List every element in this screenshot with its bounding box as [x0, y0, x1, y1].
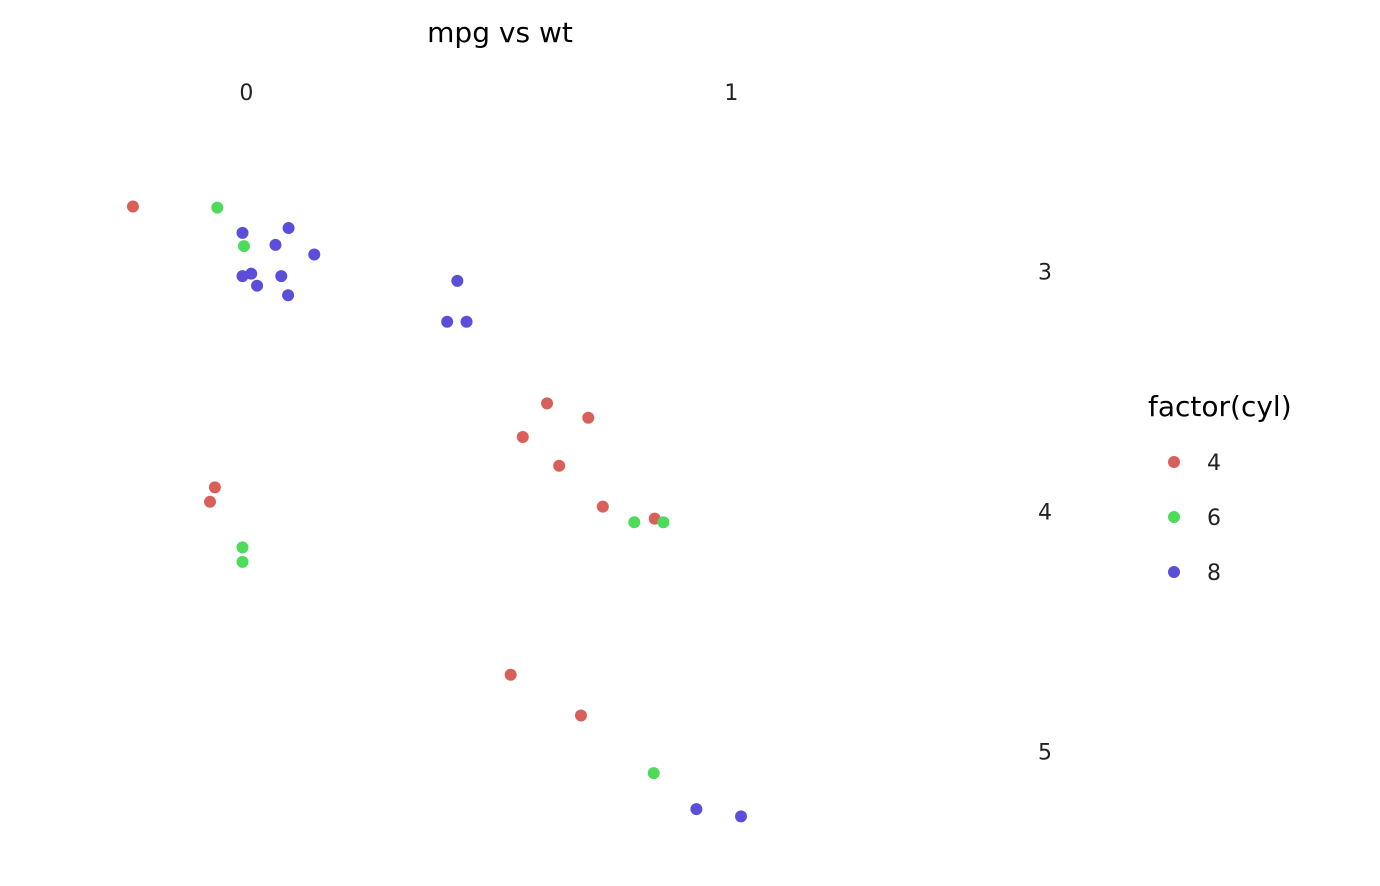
x-tick-label: 1 [724, 81, 738, 106]
data-point-cyl-8 [245, 267, 258, 280]
legend-label: 6 [1207, 506, 1221, 531]
data-point-cyl-4 [126, 200, 139, 213]
legend-title: factor(cyl) [1148, 390, 1292, 423]
y-tick-label: 5 [1038, 741, 1052, 766]
data-point-cyl-6 [236, 541, 249, 554]
y-tick-label: 3 [1038, 260, 1052, 285]
data-point-cyl-4 [553, 459, 566, 472]
data-point-cyl-8 [690, 803, 703, 816]
data-point-cyl-8 [236, 226, 249, 239]
chart-title: mpg vs wt [427, 16, 573, 49]
y-tick-label: 4 [1038, 500, 1052, 525]
data-point-cyl-8 [251, 279, 264, 292]
data-point-cyl-8 [460, 315, 473, 328]
data-point-cyl-4 [541, 397, 554, 410]
data-point-cyl-8 [308, 248, 321, 261]
data-point-cyl-4 [596, 500, 609, 513]
data-point-cyl-6 [647, 767, 660, 780]
data-point-cyl-8 [735, 810, 748, 823]
data-point-cyl-4 [574, 709, 587, 722]
y-axis-ticks: 3 4 5 [1038, 260, 1052, 765]
data-point-cyl-8 [269, 238, 282, 251]
legend-label: 8 [1207, 561, 1221, 586]
data-point-cyl-8 [282, 222, 295, 235]
data-point-cyl-4 [208, 481, 221, 494]
data-point-cyl-6 [211, 201, 224, 214]
data-point-cyl-6 [657, 516, 670, 529]
data-point-cyl-8 [275, 270, 288, 283]
data-point-cyl-8 [282, 289, 295, 302]
legend-key-8 [1168, 566, 1180, 578]
legend-label: 4 [1207, 451, 1221, 476]
data-point-cyl-6 [237, 240, 250, 253]
legend: factor(cyl) 4 6 8 [1148, 390, 1292, 586]
legend-key-4 [1168, 456, 1180, 468]
data-points [126, 200, 748, 823]
data-point-cyl-6 [236, 555, 249, 568]
data-point-cyl-4 [204, 495, 217, 508]
data-point-cyl-4 [504, 668, 517, 681]
data-point-cyl-4 [582, 411, 595, 424]
data-point-cyl-8 [441, 315, 454, 328]
legend-key-6 [1168, 511, 1180, 523]
data-point-cyl-4 [516, 430, 529, 443]
x-tick-label: 0 [239, 81, 253, 106]
data-point-cyl-8 [451, 274, 464, 287]
data-point-cyl-6 [628, 516, 641, 529]
